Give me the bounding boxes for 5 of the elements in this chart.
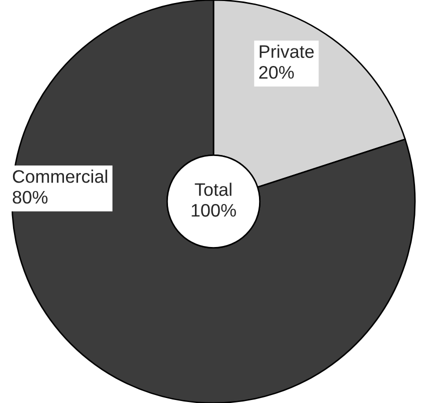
- text: Total 100%: [192, 182, 236, 217]
- data-label: 80%: [12, 190, 48, 204]
- data-label: 20%: [259, 66, 294, 79]
- slice-label: Private: [260, 44, 314, 58]
- slice-label: Commercial: [12, 170, 108, 183]
